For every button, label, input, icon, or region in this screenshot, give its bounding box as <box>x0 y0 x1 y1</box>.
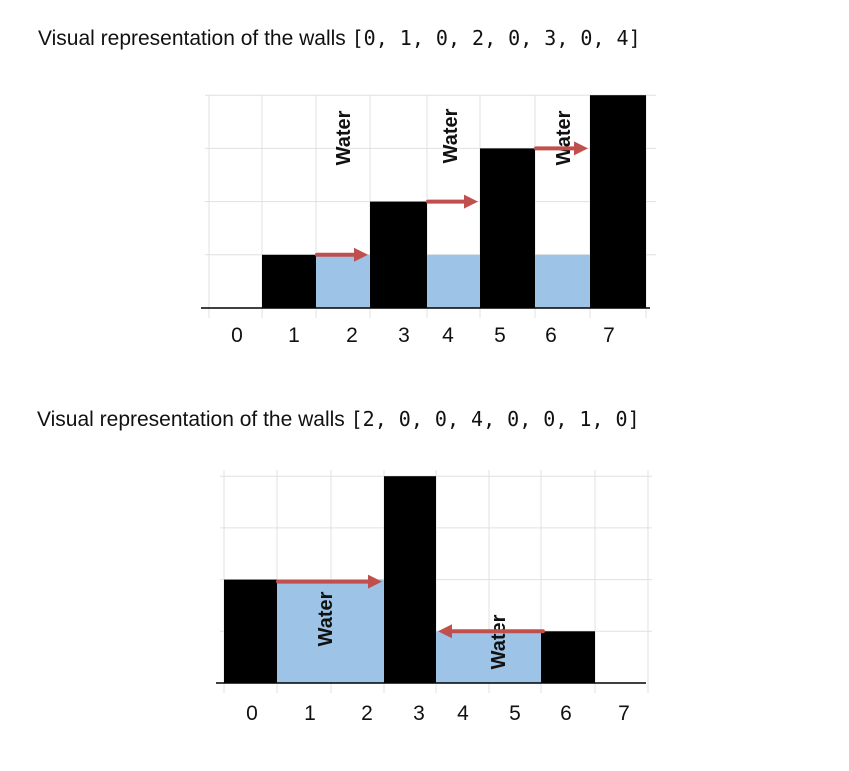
flow-arrow <box>534 141 588 156</box>
x-tick-label: 0 <box>231 324 243 347</box>
diagram-2-caption: Visual representation of the walls [2, 0… <box>37 407 640 432</box>
water-label: Water <box>333 110 355 165</box>
diagram-2-caption-text: Visual representation of the walls <box>37 408 345 431</box>
wall-bar <box>480 148 535 308</box>
water-cell <box>535 254 590 308</box>
water-label: Water <box>440 108 462 163</box>
water-cell <box>436 631 489 683</box>
x-tick-label: 4 <box>457 702 469 725</box>
x-tick-label: 0 <box>246 702 258 725</box>
x-tick-label: 1 <box>288 324 300 347</box>
water-cell <box>277 579 331 683</box>
diagram-2-caption-array: [2, 0, 0, 4, 0, 0, 1, 0] <box>350 407 640 431</box>
x-tick-label: 2 <box>361 702 373 725</box>
x-tick-label: 1 <box>304 702 316 725</box>
wall-bar <box>262 254 316 308</box>
diagram-1-caption: Visual representation of the walls [0, 1… <box>38 26 641 51</box>
water-label: Water <box>553 110 575 165</box>
flow-arrow <box>315 247 368 262</box>
water-cell <box>331 579 384 683</box>
diagram-1-caption-text: Visual representation of the walls <box>38 27 346 50</box>
wall-bar <box>590 95 646 308</box>
wall-bar <box>224 579 277 683</box>
wall-bar <box>384 476 436 683</box>
flow-arrow <box>438 624 545 639</box>
water-cell <box>489 631 541 683</box>
x-tick-label: 4 <box>442 324 454 347</box>
water-cell <box>427 254 480 308</box>
x-tick-label: 7 <box>618 702 630 725</box>
flow-arrow <box>426 194 478 209</box>
x-tick-label: 5 <box>509 702 521 725</box>
water-label: Water <box>488 614 510 669</box>
water-cell <box>316 254 370 308</box>
diagram-1: Water Water Water 0 1 2 3 4 5 6 7 <box>201 94 656 347</box>
x-tick-label: 6 <box>560 702 572 725</box>
wall-bar <box>541 631 595 683</box>
x-tick-label: 5 <box>494 324 506 347</box>
flow-arrow <box>276 574 382 589</box>
x-tick-label: 6 <box>545 324 557 347</box>
diagram-2: Water Water 0 1 2 3 4 5 6 7 <box>216 470 652 725</box>
x-tick-label: 2 <box>346 324 358 347</box>
x-tick-label: 3 <box>398 324 410 347</box>
water-label: Water <box>315 591 337 646</box>
diagram-1-caption-array: [0, 1, 0, 2, 0, 3, 0, 4] <box>351 26 641 50</box>
x-tick-label: 7 <box>603 324 615 347</box>
wall-bar <box>370 201 427 308</box>
x-tick-label: 3 <box>413 702 425 725</box>
